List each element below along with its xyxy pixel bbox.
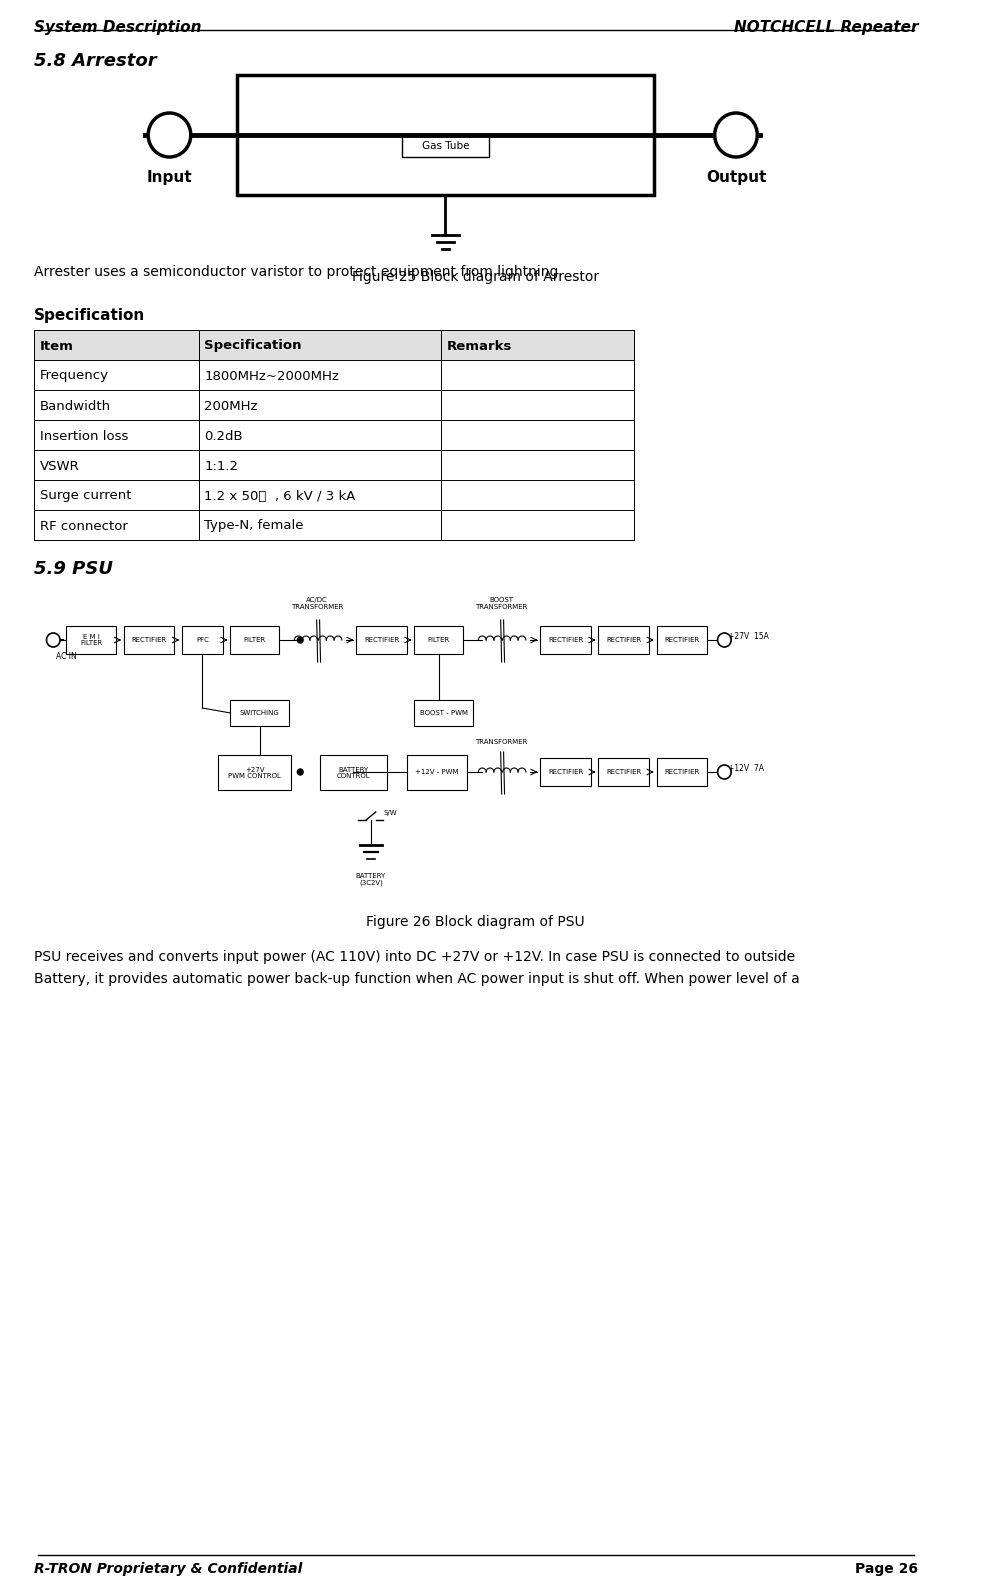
Text: BATTERY
(3C2V): BATTERY (3C2V) — [356, 873, 386, 886]
Circle shape — [297, 769, 303, 775]
Bar — [402, 135, 490, 157]
Text: E M I: E M I — [83, 634, 99, 640]
Circle shape — [718, 765, 731, 780]
Text: Surge current: Surge current — [39, 489, 131, 502]
Text: RECTIFIER: RECTIFIER — [607, 637, 641, 643]
Bar — [657, 757, 707, 786]
Circle shape — [46, 634, 60, 646]
Text: +12V - PWM: +12V - PWM — [415, 770, 458, 775]
Text: 1:1.2: 1:1.2 — [204, 459, 238, 473]
Text: Gas Tube: Gas Tube — [422, 141, 469, 151]
Bar — [357, 626, 407, 654]
Text: +27V: +27V — [245, 767, 264, 772]
Text: RECTIFIER: RECTIFIER — [665, 769, 699, 775]
Text: Type-N, female: Type-N, female — [204, 519, 304, 532]
Text: FILTER: FILTER — [244, 637, 265, 643]
Text: AC IN: AC IN — [56, 653, 77, 661]
Text: Item: Item — [39, 340, 74, 353]
Bar — [657, 626, 707, 654]
Text: FILTER: FILTER — [80, 640, 102, 646]
Text: BATTERY: BATTERY — [338, 767, 369, 772]
Text: Specification: Specification — [33, 308, 145, 322]
Text: Page 26: Page 26 — [855, 1563, 918, 1575]
Text: TRANSFORMER: TRANSFORMER — [475, 738, 527, 745]
Text: RECTIFIER: RECTIFIER — [607, 769, 641, 775]
Bar — [230, 626, 279, 654]
Bar — [124, 626, 174, 654]
Text: Output: Output — [706, 170, 766, 184]
Text: 5.9 PSU: 5.9 PSU — [33, 561, 113, 578]
Text: PFC: PFC — [196, 637, 208, 643]
Bar — [319, 754, 387, 789]
Text: NOTCHCELL Repeater: NOTCHCELL Repeater — [733, 21, 918, 35]
Text: AC/DC
TRANSFORMER: AC/DC TRANSFORMER — [291, 597, 343, 610]
Bar — [415, 700, 473, 726]
Text: Frequency: Frequency — [39, 370, 109, 383]
Text: FILTER: FILTER — [428, 637, 450, 643]
Text: S/W: S/W — [383, 810, 397, 816]
Text: CONTROL: CONTROL — [336, 772, 371, 778]
Text: Arrester uses a semiconductor varistor to protect equipment from lightning: Arrester uses a semiconductor varistor t… — [33, 265, 558, 279]
Text: Bandwidth: Bandwidth — [39, 400, 111, 413]
Text: RF connector: RF connector — [39, 519, 128, 532]
Text: +12V  7A: +12V 7A — [728, 764, 764, 773]
Bar — [218, 754, 292, 789]
Bar — [33, 330, 634, 360]
Bar — [599, 757, 649, 786]
Text: Battery, it provides automatic power back-up function when AC power input is shu: Battery, it provides automatic power bac… — [33, 972, 799, 986]
Text: 1800MHz~2000MHz: 1800MHz~2000MHz — [204, 370, 339, 383]
Circle shape — [297, 637, 303, 643]
Text: +27V  15A: +27V 15A — [728, 632, 769, 642]
Bar — [541, 626, 591, 654]
Text: RECTIFIER: RECTIFIER — [665, 637, 699, 643]
Text: Figure 25 Block diagram of Arrestor: Figure 25 Block diagram of Arrestor — [352, 270, 599, 284]
Text: RECTIFIER: RECTIFIER — [364, 637, 399, 643]
Text: RECTIFIER: RECTIFIER — [132, 637, 167, 643]
Text: RECTIFIER: RECTIFIER — [548, 637, 583, 643]
Circle shape — [718, 634, 731, 646]
Text: RECTIFIER: RECTIFIER — [548, 769, 583, 775]
Text: BOOST - PWM: BOOST - PWM — [420, 710, 468, 716]
Bar — [541, 757, 591, 786]
Bar — [66, 626, 116, 654]
Text: Remarks: Remarks — [446, 340, 512, 353]
Text: Insertion loss: Insertion loss — [39, 429, 128, 443]
Text: 0.2dB: 0.2dB — [204, 429, 243, 443]
Bar — [415, 626, 463, 654]
Text: R-TRON Proprietary & Confidential: R-TRON Proprietary & Confidential — [33, 1563, 302, 1575]
Text: Specification: Specification — [204, 340, 302, 353]
Bar — [182, 626, 223, 654]
Text: BOOST
TRANSFORMER: BOOST TRANSFORMER — [475, 597, 527, 610]
Bar — [599, 626, 649, 654]
Bar — [237, 75, 654, 195]
Text: 200MHz: 200MHz — [204, 400, 258, 413]
Text: 1.2 x 50㎳  , 6 kV / 3 kA: 1.2 x 50㎳ , 6 kV / 3 kA — [204, 489, 356, 502]
Text: VSWR: VSWR — [39, 459, 80, 473]
Bar — [407, 754, 467, 789]
Bar — [230, 700, 289, 726]
Text: PWM CONTROL: PWM CONTROL — [228, 772, 281, 778]
Text: SWITCHING: SWITCHING — [240, 710, 279, 716]
Text: PSU receives and converts input power (AC 110V) into DC +27V or +12V. In case PS: PSU receives and converts input power (A… — [33, 950, 795, 964]
Text: Input: Input — [146, 170, 193, 184]
Text: 5.8 Arrestor: 5.8 Arrestor — [33, 52, 156, 70]
Text: System Description: System Description — [33, 21, 202, 35]
Text: Figure 26 Block diagram of PSU: Figure 26 Block diagram of PSU — [367, 915, 585, 929]
Circle shape — [715, 113, 757, 157]
Circle shape — [148, 113, 191, 157]
